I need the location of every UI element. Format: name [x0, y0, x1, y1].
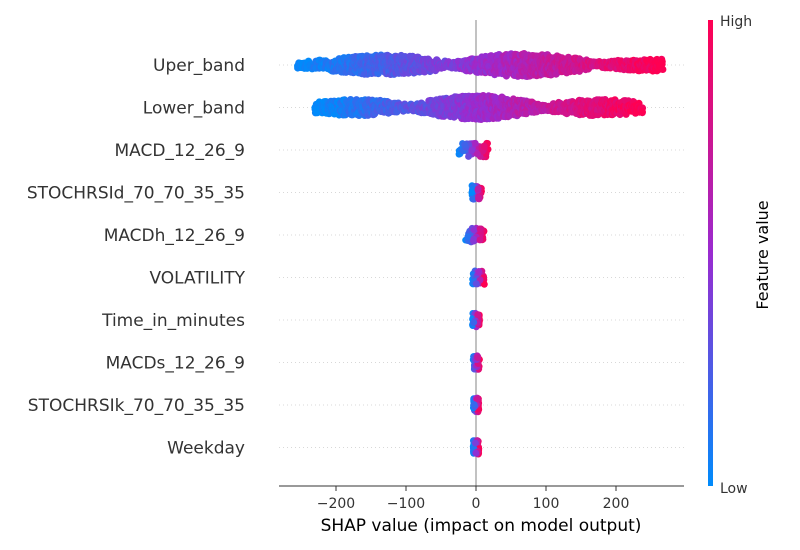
shap-point — [476, 225, 484, 233]
shap-point — [470, 226, 478, 234]
feature-label: Weekday — [167, 439, 245, 459]
shap-point — [474, 150, 481, 158]
shap-point — [473, 395, 481, 403]
shap-point — [638, 108, 646, 116]
shap-point — [475, 194, 482, 201]
shap-point — [474, 185, 482, 193]
feature-swarm — [469, 267, 488, 288]
feature-swarm — [470, 394, 483, 416]
feature-swarm — [294, 50, 667, 80]
feature-label: MACDs_12_26_9 — [106, 354, 245, 374]
feature-swarm — [469, 437, 483, 458]
colorbar-low-label: Low — [720, 481, 748, 497]
shap-point — [480, 143, 488, 151]
shap-point — [481, 280, 488, 288]
shap-point — [468, 146, 476, 154]
feature-labels: Uper_band Lower_band MACD_12_26_9 STOCHRSId… — [27, 56, 246, 459]
shap-point — [472, 449, 480, 457]
feature-swarm — [455, 139, 492, 161]
feature-label: VOLATILITY — [149, 269, 245, 289]
feature-swarm — [468, 182, 485, 203]
colorbar: High Low Feature value — [708, 14, 772, 497]
shap-point — [471, 139, 479, 147]
feature-label: MACDh_12_26_9 — [104, 226, 245, 246]
colorbar-gradient — [708, 20, 713, 486]
feature-swarm — [311, 92, 647, 123]
shap-point — [658, 60, 666, 68]
feature-label: Uper_band — [153, 56, 245, 76]
feature-label: STOCHRSId_70_70_35_35 — [27, 184, 245, 204]
x-axis: −200 −100 0 100 200 — [279, 485, 684, 512]
x-tick-label: 100 — [533, 496, 560, 512]
shap-point — [464, 233, 472, 241]
x-tick-label: 0 — [472, 496, 481, 512]
shap-point — [475, 268, 483, 275]
feature-label: STOCHRSIk_70_70_35_35 — [28, 396, 245, 416]
shap-point — [470, 319, 478, 326]
colorbar-title: Feature value — [753, 200, 772, 309]
shap-point — [461, 141, 469, 149]
shap-point — [476, 236, 484, 244]
x-axis-title: SHAP value (impact on model output) — [321, 516, 642, 536]
shap-point — [468, 189, 476, 196]
shap-point — [474, 311, 482, 318]
shap-point — [472, 280, 480, 288]
x-tick-label: 200 — [603, 496, 630, 512]
shap-point — [470, 401, 478, 409]
shap-point — [465, 153, 472, 160]
x-tick-label: −200 — [317, 496, 355, 512]
shap-point — [470, 235, 478, 243]
feature-swarm — [469, 352, 483, 373]
feature-label: Time_in_minutes — [101, 311, 245, 331]
shap-point — [472, 439, 479, 447]
shap-point — [474, 354, 482, 361]
shap-points — [294, 50, 667, 458]
shap-point — [659, 65, 667, 73]
feature-swarm — [462, 224, 488, 246]
feature-swarm — [469, 309, 483, 331]
x-tick-label: −100 — [387, 496, 425, 512]
feature-label: MACD_12_26_9 — [114, 141, 245, 161]
feature-label: Lower_band — [143, 99, 245, 119]
colorbar-high-label: High — [720, 14, 752, 30]
